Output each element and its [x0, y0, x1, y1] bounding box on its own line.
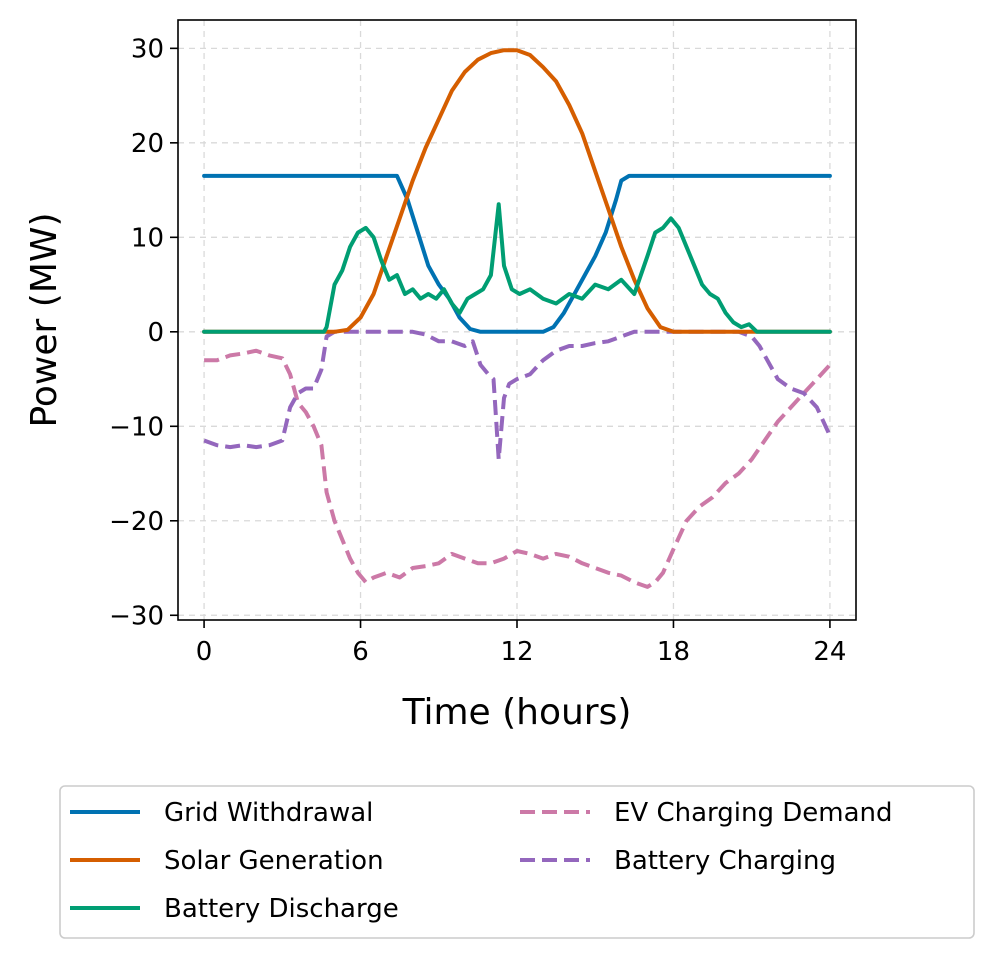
series-line-grid-withdrawal [202, 173, 832, 334]
legend-box [59, 785, 975, 939]
series-line-battery-charging [203, 329, 832, 462]
x-tick-label: 18 [657, 637, 690, 667]
legend-label: Solar Generation [164, 846, 384, 876]
series-lines [202, 48, 832, 589]
y-tick-label: 30 [131, 34, 164, 64]
x-tick-label: 0 [196, 637, 213, 667]
legend: Grid Withdrawal Solar Generation Battery D… [59, 785, 975, 939]
legend-label: Battery Discharge [164, 894, 399, 924]
y-tick-label: −10 [109, 412, 164, 442]
y-axis-label: Power (MW) [24, 212, 65, 427]
y-tick-label: 10 [131, 223, 164, 253]
x-axis: 0 6 12 18 24 [196, 620, 846, 667]
series-line-solar-generation [202, 48, 832, 334]
y-axis: −30 −20 −10 0 10 20 30 [109, 34, 178, 631]
series-line-ev-charging-demand [204, 348, 832, 589]
y-tick-label: 0 [147, 318, 164, 348]
y-tick-label: −20 [109, 507, 164, 537]
x-axis-label: Time (hours) [402, 692, 632, 733]
legend-label: Battery Charging [614, 846, 836, 876]
x-tick-label: 6 [352, 637, 369, 667]
legend-label: Grid Withdrawal [164, 798, 373, 828]
x-tick-label: 12 [500, 637, 533, 667]
grid [178, 20, 856, 620]
y-tick-label: 20 [131, 129, 164, 159]
y-tick-label: −30 [109, 601, 164, 631]
series-line-battery-discharge [202, 202, 832, 334]
legend-label: EV Charging Demand [614, 798, 893, 828]
x-tick-label: 24 [813, 637, 846, 667]
